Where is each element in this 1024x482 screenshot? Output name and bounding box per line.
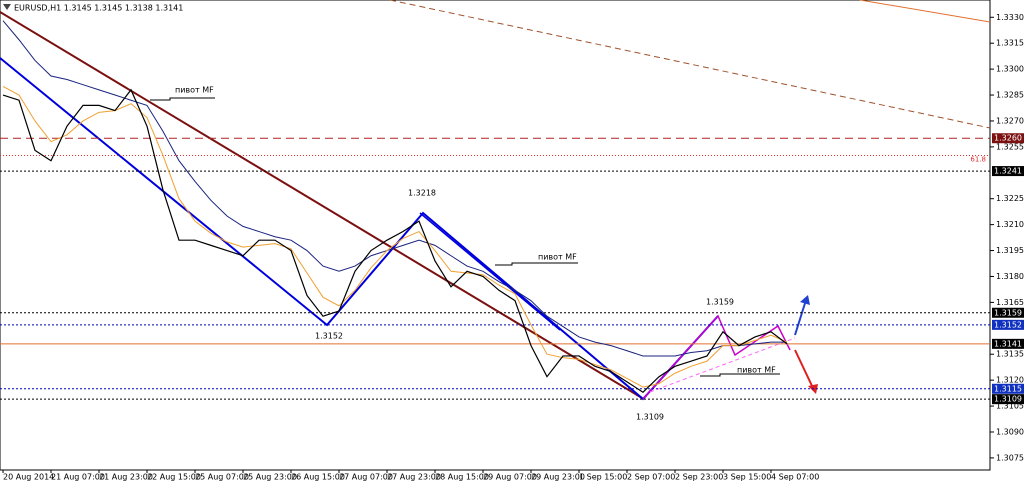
channel-line: [419, 212, 561, 331]
trend-line: [859, 0, 991, 23]
price-box: [992, 307, 1024, 318]
price-box-label: 1.3152: [994, 320, 1022, 329]
y-tick-label: 1.3180: [996, 272, 1024, 281]
price-box: [992, 133, 1024, 144]
y-tick-label: 1.3270: [996, 116, 1024, 125]
pattern-line: [649, 337, 796, 393]
x-tick-label: 29 Aug 23:00: [531, 473, 585, 482]
moving-average: [2, 20, 787, 357]
price-box-label: 1.3260: [994, 134, 1022, 143]
y-tick-label: 1.3090: [996, 427, 1024, 436]
y-tick-label: 1.3315: [996, 39, 1024, 48]
x-tick-label: 21 Aug 23:00: [99, 473, 153, 482]
y-tick-label: 1.3105: [996, 402, 1024, 411]
y-tick-label: 1.3210: [996, 220, 1024, 229]
y-tick-label: 1.3195: [996, 246, 1024, 255]
x-tick-label: 27 Aug 23:00: [387, 473, 441, 482]
x-tick-label: 1 Sep 15:00: [579, 473, 627, 482]
price-box: [992, 338, 1024, 349]
x-tick-label: 29 Aug 07:00: [483, 473, 537, 482]
y-tick-label: 1.3225: [996, 194, 1024, 203]
arrow-up: [794, 299, 807, 336]
price-box-label: 1.3115: [994, 384, 1022, 393]
trend-line: [389, 0, 991, 129]
chart-title: EURUSD,H1 1.3145 1.3145 1.3138 1.3141: [14, 4, 183, 13]
symbol-icon: [3, 4, 11, 10]
x-tick-label: 27 Aug 07:00: [339, 473, 393, 482]
y-tick-label: 1.3135: [996, 350, 1024, 359]
annotation: пивот MF: [538, 253, 577, 262]
x-tick-label: 3 Sep 15:00: [723, 473, 771, 482]
x-tick-label: 25 Aug 23:00: [243, 473, 297, 482]
x-tick-label: 2 Sep 07:00: [627, 473, 675, 482]
pivot-line: [495, 262, 578, 266]
x-tick-label: 20 Aug 2014: [3, 473, 54, 482]
annotation: 1.3218: [408, 189, 436, 198]
y-tick-label: 1.3285: [996, 91, 1024, 100]
x-tick-label: 4 Sep 07:00: [771, 473, 819, 482]
x-tick-label: 2 Sep 23:00: [675, 473, 723, 482]
arrow-down: [794, 349, 814, 389]
plot-frame: [0, 0, 991, 471]
trend-line: [0, 11, 643, 399]
annotation: пивот MF: [737, 366, 776, 375]
annotation: 1.3109: [636, 413, 664, 422]
x-tick-label: 28 Aug 15:00: [435, 473, 489, 482]
annotation: пивот MF: [175, 86, 214, 95]
price-line: [2, 88, 788, 394]
price-box: [992, 319, 1024, 330]
price-box-label: 1.3109: [994, 395, 1022, 404]
x-tick-label: 21 Aug 07:00: [51, 473, 105, 482]
x-tick-label: 25 Aug 07:00: [195, 473, 249, 482]
moving-average: [2, 85, 788, 388]
price-box-label: 1.3141: [994, 339, 1022, 348]
y-tick-label: 1.3120: [996, 376, 1024, 385]
price-box-label: 1.3241: [994, 167, 1022, 176]
annotation: 1.3152: [315, 332, 343, 341]
y-tick-label: 1.3165: [996, 298, 1024, 307]
y-tick-label: 1.3330: [996, 13, 1024, 22]
y-tick-label: 1.3300: [996, 65, 1024, 74]
pivot-line: [700, 373, 780, 377]
y-tick-label: 1.3255: [996, 142, 1024, 151]
annotation: 1.3159: [706, 298, 734, 307]
x-tick-label: 26 Aug 15:00: [291, 473, 345, 482]
price-box-label: 1.3159: [994, 308, 1022, 317]
pivot-line: [150, 97, 215, 101]
price-box: [992, 394, 1024, 405]
arrow-up-head: [800, 295, 810, 305]
y-tick-label: 1.3075: [996, 453, 1024, 462]
price-box: [992, 383, 1024, 394]
price-box: [992, 166, 1024, 177]
fibo-label: 61.8: [970, 156, 986, 164]
x-tick-label: 22 Aug 15:00: [147, 473, 201, 482]
